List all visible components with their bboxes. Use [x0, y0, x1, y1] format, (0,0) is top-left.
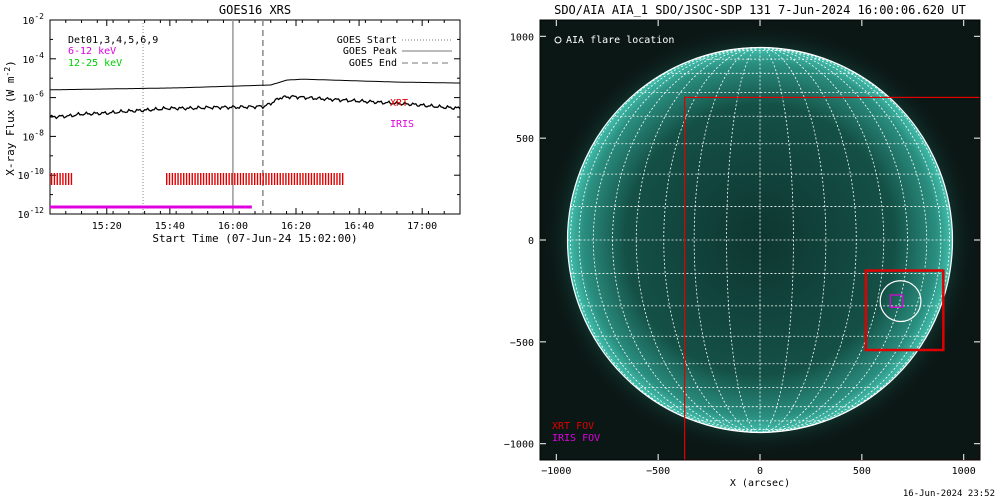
iris-annotation: IRIS	[390, 119, 414, 130]
aia-xtick-label: −1000	[541, 466, 571, 477]
longitude-line	[570, 47, 761, 433]
legend-high-band: 12-25 keV	[68, 58, 122, 69]
iris-fov-box	[889, 294, 904, 308]
xrt-fov-label: XRT FOV	[552, 421, 594, 432]
goes-ytick-label: 10-4	[22, 51, 44, 66]
aia-ytick-label: 500	[516, 134, 534, 145]
goes-ytick-label: 10-6	[22, 90, 44, 105]
legend-goes-peak: GOES Peak	[343, 46, 397, 57]
goes-ytick-label: 10-10	[18, 167, 45, 182]
aia-xtick-label: 1000	[952, 466, 976, 477]
footer-timestamp: 16-Jun-2024 23:52	[903, 489, 995, 499]
goes-xtick-label: 16:40	[344, 221, 374, 232]
goes-yaxis-label-main: X-ray Flux (W m	[4, 76, 17, 176]
goes-ytick-exp: -2	[34, 12, 44, 21]
flare-legend-label: AIA flare location	[566, 35, 674, 46]
longitude-line	[759, 47, 827, 433]
longitude-line	[759, 47, 794, 433]
longitude-line	[592, 47, 761, 433]
goes-yaxis-label-end: )	[4, 60, 17, 67]
longitude-line	[759, 47, 950, 433]
goes-xtick-label: 16:20	[281, 221, 311, 232]
legend-goes-start: GOES Start	[337, 35, 397, 46]
goes-ytick-base: 10	[18, 171, 30, 182]
xrt-fov-box	[684, 96, 980, 460]
legend-low-band: 6-12 keV	[68, 46, 116, 57]
longitude-line	[759, 47, 857, 433]
aia-xtick-label: −500	[646, 466, 670, 477]
goes-xtick-label: 16:00	[218, 221, 248, 232]
goes-xaxis-label: Start Time (07-Jun-24 15:02:00)	[152, 232, 357, 245]
heliographic-grid	[567, 47, 953, 433]
longitude-line	[759, 47, 885, 433]
aia-xaxis-label: X (arcsec)	[730, 478, 790, 489]
xrt-small-fov-box	[864, 269, 945, 352]
longitude-line	[693, 47, 761, 433]
goes-ytick-label: 10-2	[22, 12, 44, 27]
goes-ytick-exp: -6	[34, 90, 44, 99]
longitude-line	[759, 47, 908, 433]
flare-location-marker	[879, 280, 922, 323]
goes-ytick-exp: -8	[34, 128, 44, 137]
goes-ytick-base: 10	[22, 132, 34, 143]
goes-yaxis-label: X-ray Flux (W m-2)	[3, 60, 17, 176]
goes-ytick-base: 10	[22, 55, 34, 66]
aia-plot-frame	[539, 19, 981, 461]
goes-ytick-base: 10	[18, 210, 30, 221]
xrt-annotation: XRT	[390, 98, 408, 109]
legend-goes-end: GOES End	[349, 58, 397, 69]
goes-xtick-label: 15:20	[92, 221, 122, 232]
aia-ytick-label: −1000	[504, 440, 534, 451]
goes-chart-title: GOES16 XRS	[219, 3, 291, 17]
goes-ytick-base: 10	[22, 94, 34, 105]
goes-ytick-exp: -10	[30, 167, 45, 176]
goes-xtick-label: 17:00	[407, 221, 437, 232]
goes-xtick-label: 15:40	[155, 221, 185, 232]
aia-ytick-label: 1000	[510, 32, 534, 43]
longitude-line	[578, 47, 761, 433]
flare-legend-icon	[554, 36, 562, 44]
longitude-line	[726, 47, 761, 433]
sun-limb	[566, 46, 954, 434]
aia-xtick-label: 0	[757, 466, 763, 477]
sun-disk	[567, 47, 953, 433]
longitude-line	[635, 47, 761, 433]
longitude-line	[612, 47, 761, 433]
longitude-line	[759, 47, 942, 433]
iris-fov-label: IRIS FOV	[552, 433, 600, 444]
aia-chart-title: SDO/AIA AIA_1 SDO/JSOC-SDP 131 7-Jun-202…	[554, 3, 966, 17]
goes-ytick-exp: -12	[30, 206, 45, 215]
longitude-line	[759, 47, 928, 433]
sun-halo	[544, 24, 976, 456]
goes-high-band-curve	[49, 94, 461, 120]
aia-image-background	[540, 20, 980, 460]
goes-ytick-label: 10-12	[18, 206, 45, 221]
legend-detectors: Det01,3,4,5,6,9	[68, 35, 158, 46]
goes-ytick-base: 10	[22, 16, 34, 27]
goes-low-band-curve	[50, 78, 461, 91]
aia-ytick-label: 0	[528, 236, 534, 247]
longitude-line	[663, 47, 761, 433]
aia-xtick-label: 500	[853, 466, 871, 477]
aia-ytick-label: −500	[510, 338, 534, 349]
goes-yaxis-label-sup: -2	[3, 67, 12, 77]
goes-ytick-exp: -4	[34, 51, 44, 60]
goes-ytick-label: 10-8	[22, 128, 44, 143]
